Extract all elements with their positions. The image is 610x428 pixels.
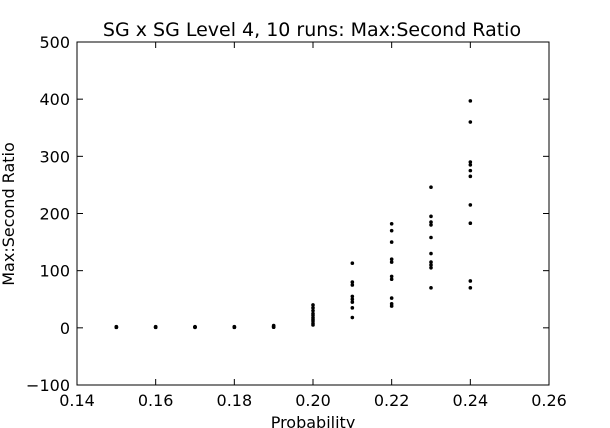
y-tick-label: 100: [39, 262, 70, 281]
y-tick-label: 0: [60, 319, 70, 338]
data-point: [468, 286, 473, 290]
data-point: [389, 260, 394, 264]
data-point: [429, 185, 433, 190]
data-point: [429, 263, 433, 267]
data-point: [389, 274, 394, 279]
data-point: [429, 260, 433, 264]
data-point: [429, 214, 433, 219]
x-tick-label: 0.16: [138, 391, 174, 410]
data-point: [468, 168, 473, 173]
data-point: [468, 99, 473, 103]
data-point: [389, 240, 394, 244]
data-point: [468, 279, 473, 283]
data-point: [468, 203, 473, 207]
data-point: [350, 306, 355, 310]
data-point: [389, 257, 394, 262]
x-tick-label: 0.20: [295, 391, 331, 410]
y-axis-label: Max:Second Ratio: [0, 142, 18, 286]
y-tick-label: 200: [39, 205, 70, 224]
plot-frame: [76, 41, 550, 386]
data-point: [350, 294, 355, 299]
data-point: [468, 221, 473, 226]
data-point: [429, 286, 433, 290]
x-tick-label: 0.24: [453, 391, 489, 410]
x-tick-label: 0.22: [374, 391, 410, 410]
data-point: [389, 277, 394, 282]
data-point: [350, 315, 355, 320]
data-points: [114, 99, 473, 330]
data-point: [350, 280, 355, 284]
data-point: [389, 221, 394, 226]
y-tick-label: 500: [39, 33, 70, 52]
data-point: [389, 296, 394, 300]
data-point: [468, 163, 473, 167]
data-point: [271, 325, 276, 329]
chart-title: SG x SG Level 4, 10 runs: Max:Second Rat…: [103, 19, 521, 41]
data-point: [311, 308, 315, 313]
data-point: [350, 261, 355, 266]
data-point: [429, 235, 433, 240]
data-point: [153, 325, 158, 330]
data-point: [429, 266, 433, 270]
data-point: [232, 325, 237, 330]
data-point: [429, 220, 433, 224]
data-point: [114, 325, 119, 330]
data-point: [429, 251, 433, 256]
y-tick-label: 300: [39, 147, 70, 166]
data-point: [389, 302, 394, 306]
x-tick-label: 0.18: [217, 391, 253, 410]
data-point: [193, 325, 197, 330]
data-point: [311, 306, 315, 310]
data-point: [350, 300, 355, 304]
data-point: [468, 160, 473, 164]
data-point: [311, 303, 315, 307]
data-point: [389, 228, 394, 233]
data-point: [311, 311, 315, 316]
data-point: [468, 120, 473, 124]
y-tick-label: 400: [39, 90, 70, 109]
data-point: [350, 297, 355, 302]
data-point: [468, 174, 473, 179]
x-tick-label: 0.26: [531, 391, 567, 410]
x-tick-label: 0.14: [59, 391, 95, 410]
axis-ticks: 0.14 0.16 0.18 0.20 0.22 0.24 0.26 −100 0 100 200 3…: [26, 33, 567, 410]
x-axis-label: Probability: [271, 413, 356, 428]
y-tick-label: −100: [26, 376, 70, 395]
data-point: [429, 223, 433, 227]
data-point: [350, 283, 355, 287]
